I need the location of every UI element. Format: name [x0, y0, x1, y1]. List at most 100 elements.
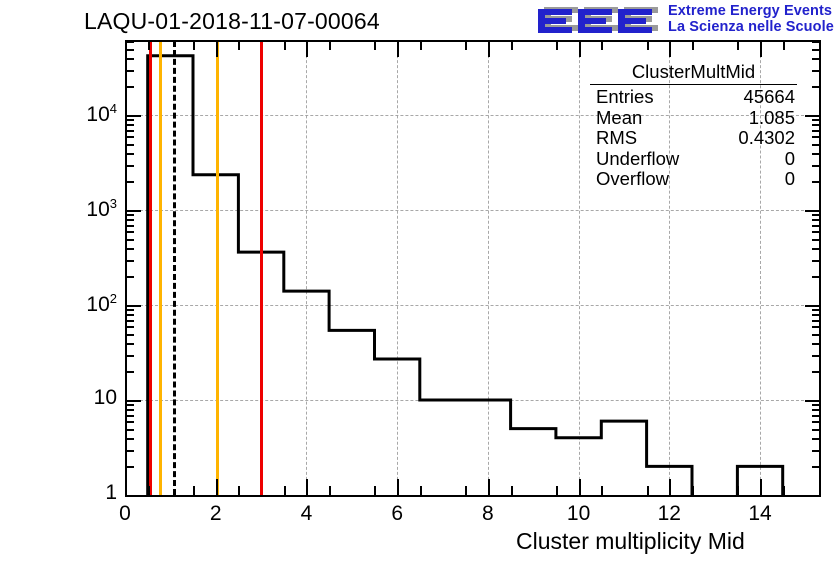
- y-tick-label: 103: [86, 195, 117, 221]
- x-major-tick-top: [397, 40, 400, 57]
- stats-row-value: 0.4302: [738, 127, 795, 148]
- x-gridline: [669, 40, 671, 495]
- y-minor-tick-right: [812, 428, 821, 431]
- x-minor-tick-top: [374, 40, 377, 50]
- x-minor-tick: [329, 486, 332, 496]
- eee-logo-text: Extreme Energy Events La Scienza nelle S…: [668, 3, 834, 35]
- y-minor-tick-right: [812, 314, 821, 317]
- y-minor-tick: [125, 414, 134, 417]
- y-minor-tick: [125, 309, 134, 312]
- y-minor-tick: [125, 41, 134, 43]
- stats-row-key: RMS: [596, 127, 638, 148]
- x-tick-label: 10: [566, 502, 591, 525]
- y-minor-tick-right: [812, 371, 821, 374]
- y-minor-tick: [125, 409, 134, 412]
- y-major-tick-right: [805, 399, 821, 402]
- x-major-tick-top: [760, 40, 763, 57]
- y-minor-tick: [125, 164, 134, 167]
- y-minor-tick-right: [812, 409, 821, 412]
- stats-row-key: Underflow: [596, 147, 680, 169]
- y-minor-tick-right: [812, 41, 821, 43]
- x-axis-line: [125, 495, 821, 497]
- y-tick-label: 1: [105, 481, 117, 504]
- x-tick-label: 14: [748, 502, 772, 525]
- x-minor-tick-top: [238, 40, 241, 50]
- stats-title: ClusterMultMid: [590, 61, 797, 85]
- x-minor-tick-top: [465, 40, 468, 50]
- stats-row: Entries 45664: [586, 86, 801, 108]
- x-minor-tick-top: [193, 40, 196, 50]
- mean-line: [172, 41, 176, 495]
- y-minor-tick: [125, 371, 134, 374]
- red-line-high: [260, 41, 264, 495]
- y-minor-tick-right: [812, 48, 821, 51]
- y-minor-tick: [125, 404, 134, 407]
- y-minor-tick-right: [812, 259, 821, 262]
- y-minor-tick: [125, 48, 134, 51]
- x-minor-tick: [238, 486, 241, 496]
- y-minor-tick-right: [812, 342, 821, 345]
- y-minor-tick-right: [812, 326, 821, 329]
- x-gridline: [487, 40, 489, 495]
- y-minor-tick-right: [812, 449, 821, 452]
- stats-row-key: Overflow: [596, 168, 669, 189]
- x-minor-tick: [283, 486, 286, 496]
- x-minor-tick-top: [329, 40, 332, 50]
- x-minor-tick: [691, 486, 694, 496]
- x-minor-tick: [465, 486, 468, 496]
- y-minor-tick: [125, 119, 134, 122]
- y-axis-line: [125, 40, 127, 497]
- x-major-tick: [578, 479, 581, 496]
- y-minor-tick-right: [812, 86, 821, 89]
- y-minor-tick-right: [812, 414, 821, 417]
- y-minor-tick: [125, 428, 134, 431]
- y-minor-tick: [125, 319, 134, 322]
- page-title: LAQU-01-2018-11-07-00064: [84, 8, 380, 34]
- y-minor-tick-right: [812, 152, 821, 155]
- x-gridline: [578, 40, 580, 495]
- y-gridline: [125, 304, 819, 306]
- orange-line-low: [159, 41, 163, 495]
- x-tick-label: 8: [482, 502, 494, 525]
- y-major-tick: [125, 304, 141, 307]
- x-tick-label: 0: [119, 502, 131, 525]
- y-minor-tick: [125, 124, 134, 127]
- y-minor-tick: [125, 342, 134, 345]
- y-minor-tick-right: [812, 181, 821, 184]
- y-minor-tick: [125, 466, 134, 469]
- right-frame-line: [819, 40, 821, 497]
- x-minor-tick: [737, 486, 740, 496]
- x-minor-tick: [646, 486, 649, 496]
- x-minor-tick-top: [737, 40, 740, 50]
- y-minor-tick: [125, 143, 134, 146]
- y-minor-tick-right: [812, 276, 821, 279]
- y-minor-tick-right: [812, 354, 821, 357]
- y-minor-tick: [125, 449, 134, 452]
- y-tick-label: 10: [93, 385, 117, 409]
- x-major-tick-top: [306, 40, 309, 57]
- y-minor-tick: [125, 238, 134, 241]
- stats-row: Mean 1.085: [586, 107, 801, 129]
- orange-line-high: [215, 41, 219, 495]
- x-tick-label: 4: [300, 502, 313, 525]
- y-minor-tick-right: [812, 136, 821, 139]
- stats-row: Underflow 0: [586, 147, 801, 170]
- x-major-tick: [760, 479, 763, 496]
- y-minor-tick-right: [812, 421, 821, 424]
- x-gridline: [397, 40, 399, 495]
- y-minor-tick: [125, 224, 134, 227]
- y-gridline: [125, 114, 819, 116]
- x-minor-tick-top: [283, 40, 286, 50]
- x-minor-tick: [147, 486, 150, 496]
- stats-box: ClusterMultMid Entries 45664 Mean 1.085 RMS 0…: [586, 61, 801, 191]
- stats-row-value: 45664: [743, 86, 795, 107]
- y-minor-tick: [125, 69, 134, 72]
- y-major-tick: [125, 114, 141, 117]
- stats-row-key: Entries: [596, 86, 654, 107]
- x-tick-label: 12: [657, 502, 681, 525]
- x-gridline: [306, 40, 308, 495]
- y-minor-tick-right: [812, 309, 821, 312]
- x-tick-label: 6: [391, 502, 403, 525]
- y-tick-label: 102: [86, 290, 117, 316]
- x-major-tick-top: [215, 40, 218, 57]
